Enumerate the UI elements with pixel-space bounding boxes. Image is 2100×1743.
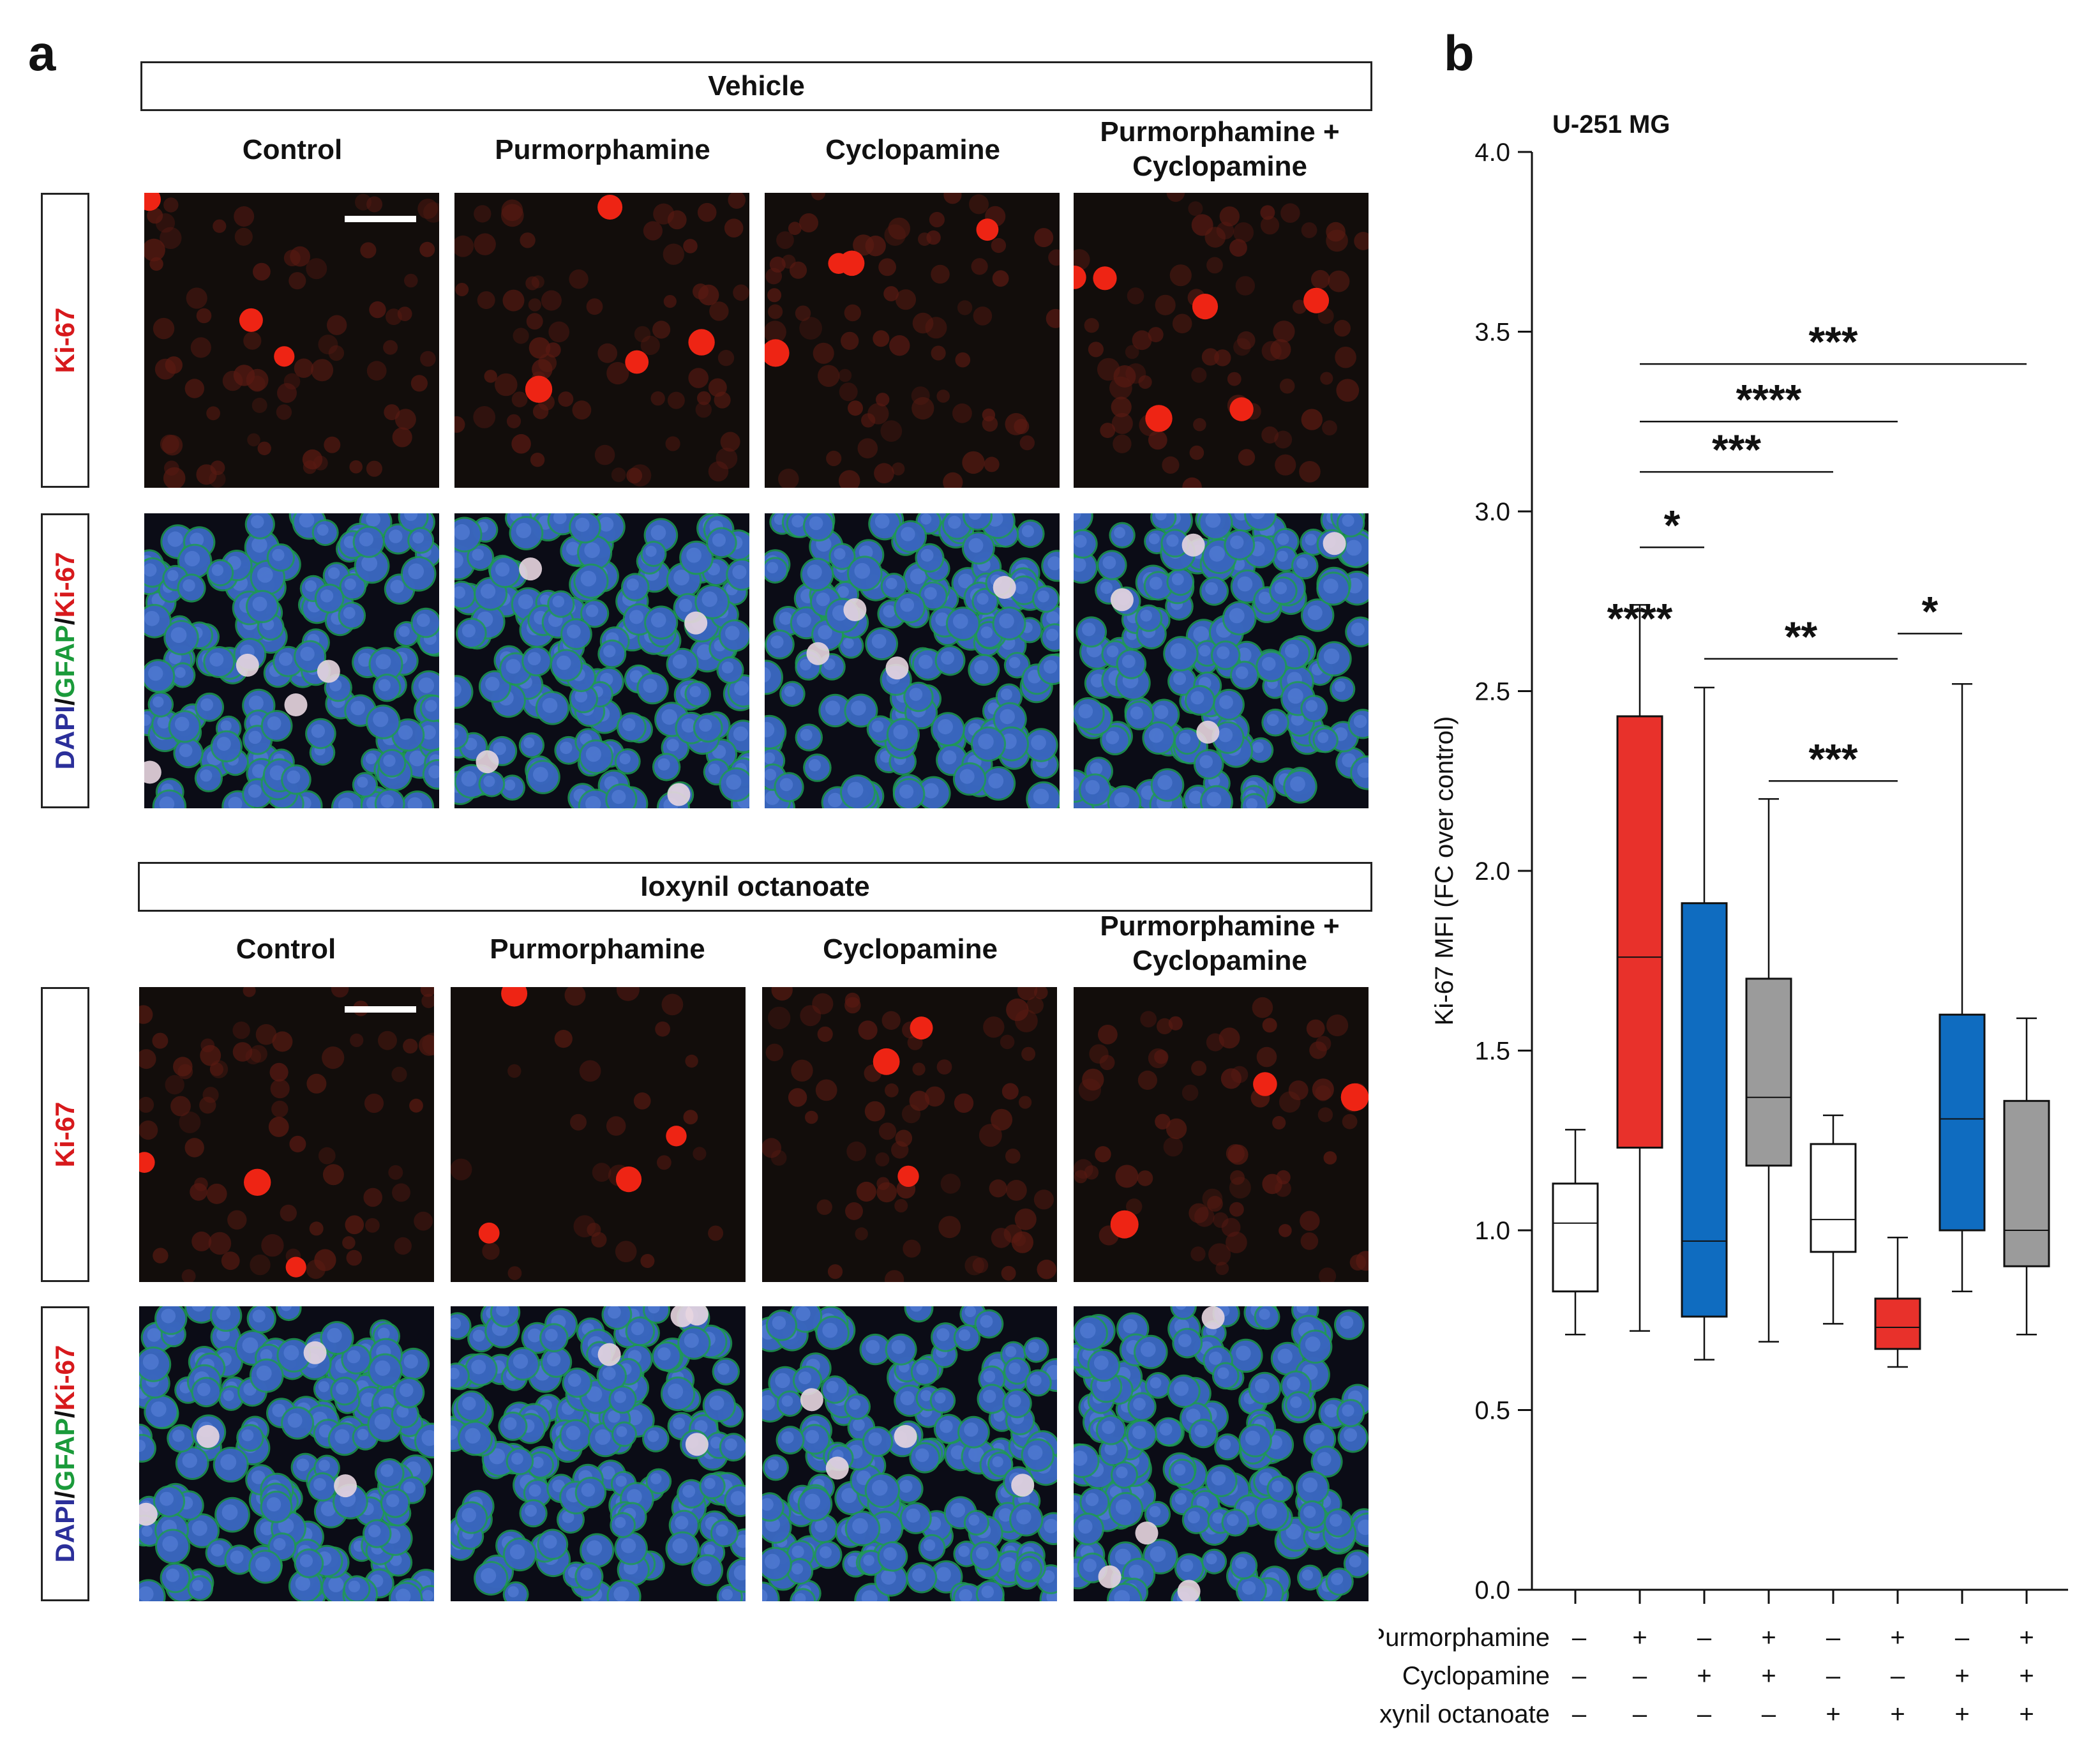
y-tick-label: 0.5 (1474, 1397, 1510, 1425)
box (1874, 1297, 1921, 1350)
treatment-header-vehicle: Vehicle (140, 61, 1372, 111)
condition-value: – (1572, 1662, 1587, 1690)
condition-value: – (1633, 1662, 1647, 1690)
column-label-control-2: Control (236, 933, 336, 965)
micrograph-ioxynil-combo-merge (1074, 1306, 1369, 1601)
treatment-header-ioxynil: Ioxynil octanoate (138, 862, 1372, 912)
condition-value: + (1954, 1700, 1969, 1728)
micrograph-ioxynil-cyclopamine-merge (762, 1306, 1057, 1601)
condition-value: + (1697, 1662, 1711, 1690)
condition-value: – (1826, 1624, 1841, 1652)
micrograph-ioxynil-control-merge (139, 1306, 434, 1601)
significance-label: **** (1607, 595, 1673, 642)
panel-letter-a: a (28, 25, 56, 81)
condition-value: + (1761, 1662, 1776, 1690)
condition-value: + (1761, 1624, 1776, 1652)
column-label-purmorphamine-cyclopamine-2: Purmorphamine + Cyclopamine (1100, 910, 1340, 976)
condition-value: + (1826, 1700, 1840, 1728)
scale-bar (345, 216, 416, 222)
box (1552, 1182, 1599, 1293)
boxplot-chart: U-251 MG 0.0 0.5 1.0 1.5 2.0 2.5 3.0 3.5 4.0 Ki-67… (1379, 110, 2068, 1728)
condition-value: + (1632, 1624, 1647, 1652)
box (1745, 977, 1792, 1167)
y-tick-label: 2.5 (1474, 678, 1510, 706)
significance-label: *** (1808, 318, 1857, 365)
column-label-cyclopamine: Cyclopamine (825, 134, 1000, 165)
condition-value: + (2019, 1624, 2034, 1652)
significance-label: *** (1808, 735, 1857, 782)
row-label-ki67-2: Ki-67 (41, 987, 89, 1282)
significance-label: ** (1785, 613, 1818, 660)
micrograph-ioxynil-purmorphamine-ki67 (451, 987, 746, 1282)
micrograph-vehicle-combo-merge (1074, 513, 1369, 808)
column-label-cyclopamine-2: Cyclopamine (823, 933, 998, 965)
micrograph-ioxynil-control-ki67 (139, 987, 434, 1282)
condition-value: + (1890, 1700, 1905, 1728)
significance-label: * (1664, 501, 1681, 548)
condition-value: – (1697, 1700, 1712, 1728)
y-tick-label: 4.0 (1474, 139, 1510, 167)
condition-label: Ioxynil octanoate (1379, 1700, 1550, 1728)
micrograph-ioxynil-combo-ki67 (1074, 987, 1369, 1282)
column-label-purmorphamine-cyclopamine: Purmorphamine + Cyclopamine (1100, 116, 1340, 182)
box (1939, 1013, 1986, 1232)
condition-value: + (1890, 1624, 1905, 1652)
micrograph-vehicle-combo-ki67 (1074, 193, 1369, 488)
chart-title: U-251 MG (1552, 110, 1670, 139)
condition-value: – (1891, 1662, 1905, 1690)
condition-value: – (1697, 1624, 1712, 1652)
y-tick-label: 0.0 (1474, 1576, 1510, 1604)
micrograph-ioxynil-cyclopamine-ki67 (762, 987, 1057, 1282)
condition-value: + (1954, 1662, 1969, 1690)
y-tick-label: 1.5 (1474, 1038, 1510, 1066)
box (2003, 1099, 2050, 1267)
micrograph-ioxynil-purmorphamine-merge (451, 1306, 746, 1601)
column-label-purmorphamine-2: Purmorphamine (490, 933, 705, 965)
micrograph-vehicle-control-ki67 (144, 193, 439, 488)
micrograph-vehicle-cyclopamine-ki67 (765, 193, 1060, 488)
condition-value: – (1955, 1624, 1970, 1652)
condition-value: – (1826, 1662, 1841, 1690)
condition-label: Purmorphamine (1379, 1624, 1550, 1652)
column-label-purmorphamine: Purmorphamine (495, 134, 710, 165)
significance-label: *** (1712, 426, 1761, 473)
significance-label: **** (1736, 375, 1802, 423)
row-label-merge-2: DAPI/GFAP/Ki-67 (41, 1306, 89, 1601)
box (1810, 1143, 1857, 1253)
y-tick-label: 2.0 (1474, 857, 1510, 886)
micrograph-vehicle-control-merge (144, 513, 439, 808)
condition-label: Cyclopamine (1402, 1662, 1550, 1690)
y-axis-label: Ki-67 MFI (FC over control) (1430, 716, 1459, 1026)
condition-value: – (1572, 1700, 1587, 1728)
micrograph-vehicle-purmorphamine-merge (454, 513, 749, 808)
condition-value: – (1762, 1700, 1776, 1728)
y-tick-label: 3.5 (1474, 319, 1510, 347)
box (1681, 902, 1728, 1318)
box (1616, 715, 1663, 1149)
micrograph-vehicle-cyclopamine-merge (765, 513, 1060, 808)
condition-value: – (1572, 1624, 1587, 1652)
condition-value: + (2019, 1662, 2034, 1690)
row-label-ki67: Ki-67 (41, 193, 89, 488)
row-label-merge: DAPI/GFAP/Ki-67 (41, 513, 89, 808)
panel-letter-b: b (1444, 25, 1474, 81)
y-tick-label: 1.0 (1474, 1217, 1510, 1245)
column-label-control: Control (242, 134, 343, 165)
condition-value: – (1633, 1700, 1647, 1728)
condition-value: + (2019, 1700, 2034, 1728)
y-tick-label: 3.0 (1474, 498, 1510, 526)
significance-label: * (1922, 587, 1939, 635)
scale-bar-2 (345, 1006, 416, 1013)
micrograph-vehicle-purmorphamine-ki67 (454, 193, 749, 488)
